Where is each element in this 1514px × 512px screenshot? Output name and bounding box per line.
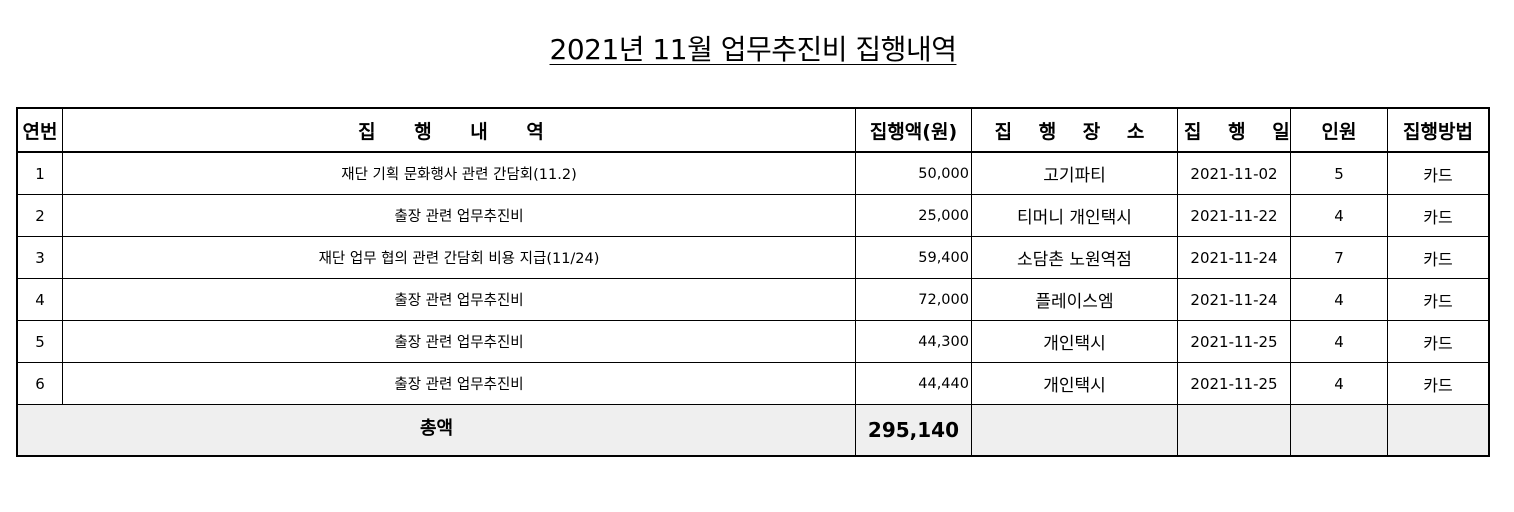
total-empty-cell: [971, 404, 1178, 456]
cell-method: 카드: [1387, 236, 1489, 279]
cell-description: 출장 관련 업무추진비: [62, 278, 856, 321]
cell-date: 2021-11-22: [1177, 194, 1291, 237]
cell-no: 5: [17, 320, 63, 363]
total-empty-cell: [1387, 404, 1489, 456]
table-row: 6 출장 관련 업무추진비 44,440 개인택시 2021-11-25 4 카…: [17, 362, 1489, 405]
table-row: 1 재단 기획 문화행사 관련 간담회(11.2) 50,000 고기파티 20…: [17, 151, 1489, 195]
cell-no: 6: [17, 362, 63, 405]
cell-place: 개인택시: [971, 362, 1178, 405]
table-row: 2 출장 관련 업무추진비 25,000 티머니 개인택시 2021-11-22…: [17, 194, 1489, 237]
cell-place: 플레이스엠: [971, 278, 1178, 321]
cell-amount: 72,000: [855, 278, 972, 321]
header-date: 집 행 일: [1177, 108, 1291, 153]
cell-no: 2: [17, 194, 63, 237]
cell-no: 4: [17, 278, 63, 321]
cell-description: 출장 관련 업무추진비: [62, 194, 856, 237]
cell-amount: 44,300: [855, 320, 972, 363]
expense-table: 연번 집 행 내 역 집행액(원) 집 행 장 소 집 행 일 인원 집행방법 …: [16, 107, 1490, 457]
total-empty-cell: [1177, 404, 1291, 456]
cell-place: 티머니 개인택시: [971, 194, 1178, 237]
total-label: 총액: [17, 404, 856, 456]
page-title: 2021년 11월 업무추진비 집행내역: [549, 33, 957, 66]
cell-description: 출장 관련 업무추진비: [62, 362, 856, 405]
cell-method: 카드: [1387, 362, 1489, 405]
header-place: 집 행 장 소: [971, 108, 1178, 153]
cell-people: 4: [1290, 320, 1388, 363]
header-people: 인원: [1290, 108, 1388, 153]
cell-people: 7: [1290, 236, 1388, 279]
total-amount: 295,140: [855, 404, 972, 456]
cell-date: 2021-11-25: [1177, 362, 1291, 405]
cell-method: 카드: [1387, 320, 1489, 363]
cell-method: 카드: [1387, 194, 1489, 237]
cell-method: 카드: [1387, 151, 1489, 195]
cell-place: 개인택시: [971, 320, 1178, 363]
cell-date: 2021-11-24: [1177, 236, 1291, 279]
cell-amount: 50,000: [855, 151, 972, 195]
table-row: 3 재단 업무 협의 관련 간담회 비용 지급(11/24) 59,400 소담…: [17, 236, 1489, 279]
cell-method: 카드: [1387, 278, 1489, 321]
total-empty-cell: [1290, 404, 1388, 456]
cell-no: 1: [17, 151, 63, 195]
cell-no: 3: [17, 236, 63, 279]
cell-description: 재단 기획 문화행사 관련 간담회(11.2): [62, 151, 856, 195]
table-row: 5 출장 관련 업무추진비 44,300 개인택시 2021-11-25 4 카…: [17, 320, 1489, 363]
cell-people: 4: [1290, 278, 1388, 321]
cell-amount: 59,400: [855, 236, 972, 279]
cell-place: 소담촌 노원역점: [971, 236, 1178, 279]
cell-people: 5: [1290, 151, 1388, 195]
header-method: 집행방법: [1387, 108, 1489, 153]
cell-description: 재단 업무 협의 관련 간담회 비용 지급(11/24): [62, 236, 856, 279]
cell-date: 2021-11-02: [1177, 151, 1291, 195]
total-row: 총액 295,140: [17, 404, 1489, 456]
header-amount: 집행액(원): [855, 108, 972, 153]
cell-date: 2021-11-25: [1177, 320, 1291, 363]
header-no: 연번: [17, 108, 63, 153]
table-row: 4 출장 관련 업무추진비 72,000 플레이스엠 2021-11-24 4 …: [17, 278, 1489, 321]
cell-amount: 44,440: [855, 362, 972, 405]
cell-amount: 25,000: [855, 194, 972, 237]
cell-place: 고기파티: [971, 151, 1178, 195]
cell-date: 2021-11-24: [1177, 278, 1291, 321]
cell-people: 4: [1290, 362, 1388, 405]
cell-people: 4: [1290, 194, 1388, 237]
header-description: 집 행 내 역: [62, 108, 856, 153]
header-row: 연번 집 행 내 역 집행액(원) 집 행 장 소 집 행 일 인원 집행방법: [17, 108, 1489, 153]
cell-description: 출장 관련 업무추진비: [62, 320, 856, 363]
